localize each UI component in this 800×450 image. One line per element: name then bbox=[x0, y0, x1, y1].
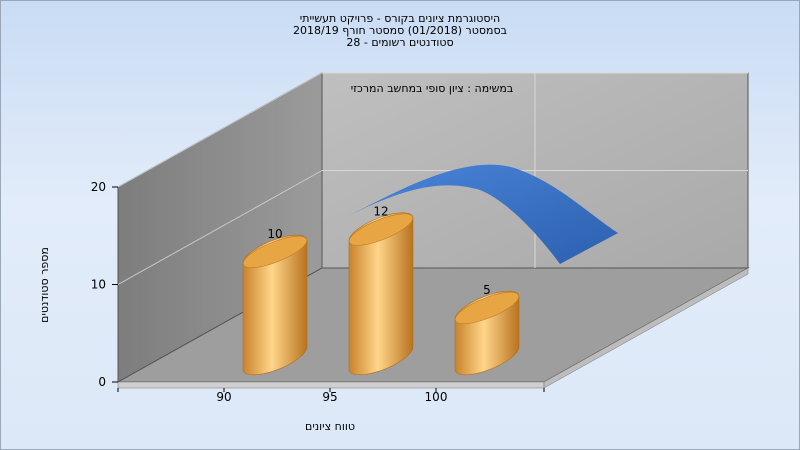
gridlines bbox=[117, 72, 748, 285]
x-tick-label: 95 bbox=[322, 390, 337, 404]
y-axis-label: מספר סטודנטים bbox=[38, 247, 51, 323]
y-tick-label: 10 bbox=[91, 278, 106, 292]
chart-title-line-2: בסמסטר (01/2018) סמסטר חורף 2018/19 bbox=[293, 24, 507, 37]
y-tick-label: 20 bbox=[91, 180, 106, 194]
bar: 10 bbox=[242, 227, 308, 376]
bar-data-label: 10 bbox=[267, 227, 282, 241]
bar-data-label: 12 bbox=[373, 205, 388, 219]
chart-subtitle: במשימה : ציון סופי במחשב המרכזי bbox=[351, 82, 514, 95]
y-tick-label: 0 bbox=[98, 375, 106, 389]
x-axis-label: טווח ציונים bbox=[305, 420, 355, 433]
bar-top bbox=[454, 291, 520, 325]
bar: 12 bbox=[348, 205, 414, 376]
bars-group: 10 12 5 bbox=[242, 205, 520, 376]
gridline-left bbox=[117, 72, 323, 188]
x-tick-label: 100 bbox=[425, 390, 448, 404]
bar: 5 bbox=[454, 283, 520, 376]
floor-edge bbox=[117, 381, 545, 389]
x-axis-ticks: 90 95 100 bbox=[117, 388, 545, 404]
bar-top bbox=[348, 213, 414, 246]
chart-title-line-3: סטודנטים רשומים - 28 bbox=[346, 36, 454, 49]
bar-data-label: 5 bbox=[483, 283, 491, 297]
floor-edge-right bbox=[543, 267, 749, 389]
gridline-left bbox=[117, 170, 323, 285]
chart-title-line-1: היסטוגרמת ציונים בקורס - פרויקט תעשייתי bbox=[299, 12, 501, 25]
x-tick-label: 90 bbox=[216, 390, 231, 404]
bar-top bbox=[242, 235, 308, 269]
distribution-curve bbox=[348, 164, 618, 264]
y-axis-ticks: 0 10 20 bbox=[91, 180, 118, 389]
